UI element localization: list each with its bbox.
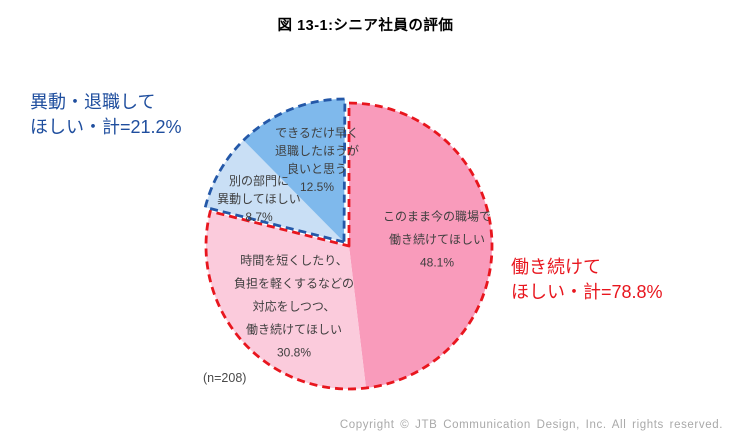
slice-label-line: 異動してほしい [217, 192, 301, 206]
pie-slice [349, 103, 492, 388]
pie-slice [243, 99, 345, 242]
slice-label-line: 退職したほうが [274, 144, 360, 158]
slice-label-line: このまま今の職場で [382, 209, 492, 224]
slice-label-value: 12.5% [299, 180, 335, 194]
copyright-notice: Copyright © JTB Communication Design, In… [339, 419, 723, 431]
slice-label-keep-working-with-adjustments: 時間を短くしたり、 負担を軽くするなどの 対応をしつつ、 働き続けてほしい 30… [234, 250, 354, 365]
pie-slice [205, 140, 344, 242]
slice-label-keep-working-as-is: このまま今の職場で 働き続けてほしい 48.1% [383, 206, 491, 275]
annotation-line: ほしい・計=21.2% [30, 117, 182, 137]
slice-label-line: できるだけ早く [275, 126, 359, 140]
slice-label-line: 別の部門に [228, 174, 289, 188]
pie-group-outline [204, 101, 494, 391]
slice-label-line: 対応をしつつ、 [252, 299, 336, 314]
annotation-line: 異動・退職して [30, 92, 156, 112]
slice-label-value: 8.7% [245, 210, 273, 224]
annotation-keep-working-total: 働き続けて ほしい・計=78.8% [511, 255, 663, 305]
slice-label-retire-early: できるだけ早く 退職したほうが 良いと思う 12.5% [275, 124, 359, 196]
slice-label-line: 働き続けてほしい [388, 232, 486, 247]
slice-label-value: 48.1% [419, 255, 455, 270]
annotation-move-retire-total: 異動・退職して ほしい・計=21.2% [30, 90, 182, 140]
slice-label-line: 負担を軽くするなどの [233, 276, 355, 291]
pie-group-outline [203, 97, 347, 244]
slice-label-transfer-department: 別の部門に 異動してほしい 8.7% [217, 172, 301, 226]
annotation-line: ほしい・計=78.8% [511, 282, 663, 302]
slice-label-line: 時間を短くしたり、 [240, 253, 348, 268]
slice-label-value: 30.8% [276, 345, 312, 360]
annotation-line: 働き続けて [511, 257, 601, 277]
slice-label-line: 働き続けてほしい [245, 322, 343, 337]
slice-label-line: 良いと思う [286, 162, 348, 176]
chart-title: 図 13-1:シニア社員の評価 [277, 18, 454, 34]
sample-size-label: (n=208) [203, 371, 247, 385]
